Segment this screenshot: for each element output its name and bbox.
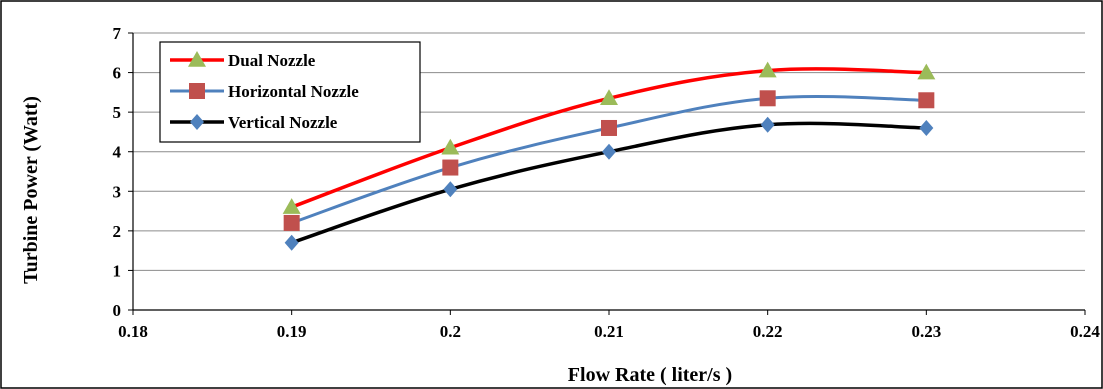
legend-marker-2 [190, 114, 204, 130]
data-point-s0-1 [441, 138, 460, 155]
y-tick-label-5: 5 [113, 103, 122, 122]
data-point-s0-0 [282, 198, 301, 214]
legend-label-2: Vertical Nozzle [228, 113, 338, 132]
x-tick-label-6: 0.24 [1070, 322, 1100, 341]
data-point-s2-1 [443, 181, 458, 198]
y-tick-label-7: 7 [113, 24, 122, 43]
y-axis-title: Turbine Power (Watt) [20, 96, 42, 284]
x-tick-label-0: 0.18 [118, 322, 148, 341]
data-point-s2-4 [919, 119, 934, 136]
x-axis-title: Flow Rate ( liter/s ) [568, 364, 732, 386]
y-tick-label-6: 6 [113, 64, 122, 83]
x-tick-label-5: 0.23 [911, 322, 941, 341]
series-markers [282, 61, 936, 251]
y-tick-label-3: 3 [113, 182, 122, 201]
data-point-s0-2 [600, 89, 618, 106]
x-tick-label-2: 0.2 [440, 322, 461, 341]
y-tick-label-4: 4 [113, 143, 122, 162]
x-tick-label-3: 0.21 [594, 322, 624, 341]
x-tick-label-4: 0.22 [753, 322, 783, 341]
data-point-s2-0 [284, 234, 299, 251]
legend: Dual Nozzle Horizontal Nozzle Vertical Noz… [159, 41, 421, 143]
legend-marker-0 [188, 51, 206, 67]
tick-labels: 0 1 2 3 4 5 6 7 0.18 0.19 0.2 0.21 0.22 0.23 0.24 [113, 24, 1101, 341]
data-point-s1-2 [601, 119, 617, 136]
legend-marker-1 [189, 83, 205, 99]
data-point-s1-0 [283, 214, 300, 231]
axes [128, 32, 1086, 315]
legend-label-1: Horizontal Nozzle [228, 82, 359, 101]
y-tick-label-0: 0 [113, 301, 122, 320]
data-point-s0-4 [917, 63, 936, 80]
y-tick-label-2: 2 [113, 222, 122, 241]
data-point-s1-1 [442, 159, 459, 176]
legend-label-0: Dual Nozzle [228, 51, 316, 70]
x-tick-label-1: 0.19 [277, 322, 307, 341]
y-tick-label-1: 1 [113, 261, 122, 280]
data-point-s0-3 [758, 61, 777, 78]
data-point-s1-3 [759, 90, 776, 107]
data-point-s1-4 [918, 92, 935, 109]
data-point-s2-2 [602, 143, 616, 160]
data-point-s2-3 [760, 116, 775, 133]
